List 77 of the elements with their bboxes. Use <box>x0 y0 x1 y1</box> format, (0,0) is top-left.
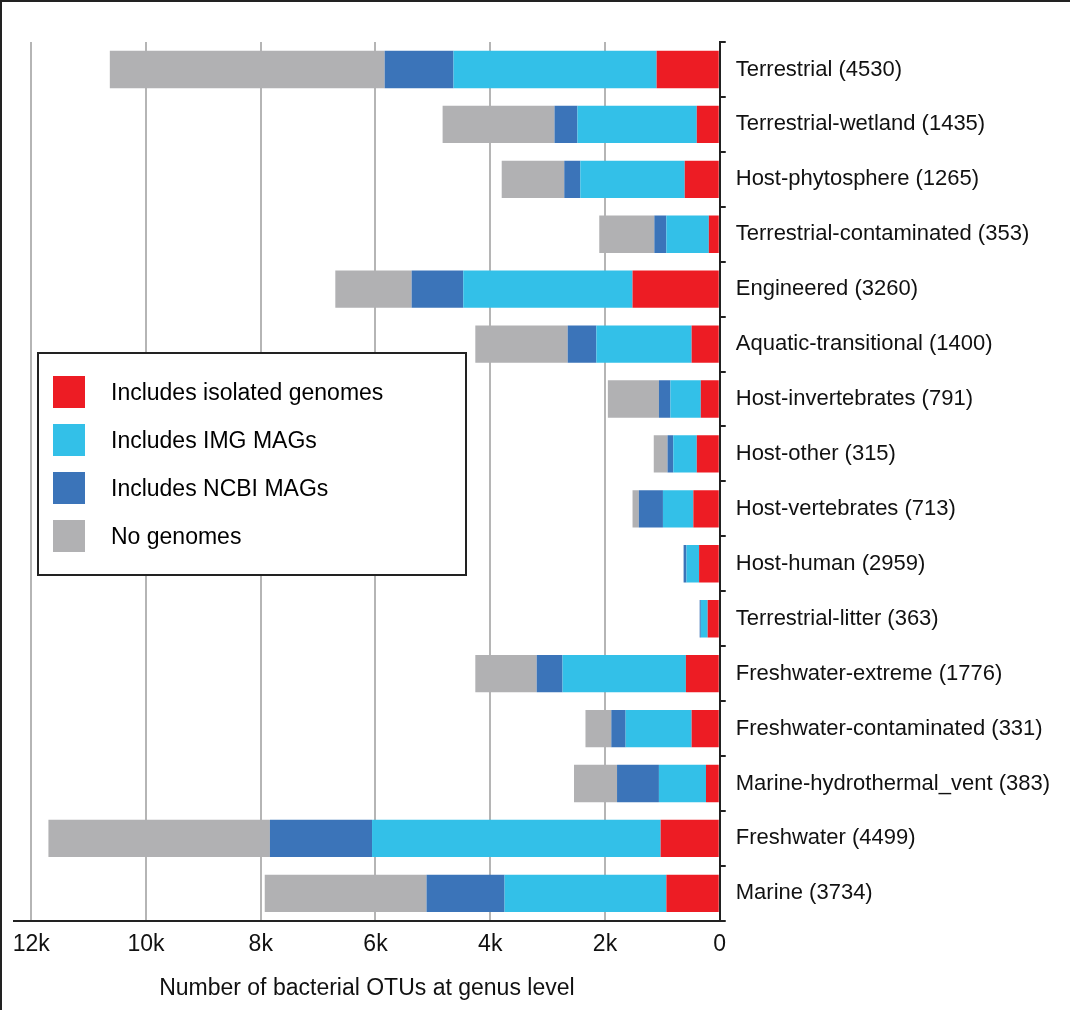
bar <box>463 270 633 308</box>
x-tick-label: 10k <box>127 929 166 956</box>
bar <box>372 819 661 858</box>
bar <box>662 490 694 528</box>
y-tick-label: Marine (3734) <box>735 879 873 905</box>
bar <box>411 270 464 308</box>
bar <box>504 874 667 913</box>
bar <box>685 654 719 693</box>
y-tick-label: Host-human (2959) <box>735 549 926 575</box>
bar <box>705 764 719 803</box>
bar <box>670 380 701 418</box>
bar <box>567 325 597 363</box>
bar <box>577 105 697 144</box>
x-tick-label: 0 <box>713 929 727 956</box>
y-tick-label: Host-other (315) <box>735 440 896 465</box>
bar <box>707 600 719 638</box>
y-tick-label: Host-vertebrates (713) <box>735 494 956 520</box>
bar <box>596 325 692 363</box>
x-tick-label: 12k <box>12 929 51 956</box>
bar <box>536 654 563 693</box>
x-tick-label: 2k <box>592 929 618 956</box>
bar <box>453 50 657 89</box>
bar <box>580 160 685 198</box>
bar <box>562 654 686 693</box>
bar <box>653 435 668 473</box>
x-tick-label: 8k <box>248 929 274 956</box>
legend-label: Includes isolated genomes <box>111 378 384 406</box>
bar <box>666 215 709 253</box>
bar <box>654 215 667 253</box>
y-tick-label: Freshwater (4499) <box>735 824 916 850</box>
y-tick-label: Aquatic-transitional (1400) <box>735 330 993 356</box>
bar <box>673 435 697 473</box>
bar <box>564 160 581 198</box>
bar <box>684 160 719 198</box>
bar <box>656 50 719 89</box>
x-tick-label: 4k <box>478 929 503 956</box>
bar <box>607 380 659 418</box>
bar <box>617 764 659 803</box>
y-tick-label: Terrestrial-wetland (1435) <box>735 110 986 136</box>
y-tick-label: Host-phytosphere (1265) <box>735 165 980 191</box>
bar <box>666 874 719 913</box>
bar <box>625 709 692 748</box>
bar <box>426 874 505 913</box>
y-tick-label: Terrestrial-litter (363) <box>735 604 939 630</box>
bar <box>384 50 454 89</box>
bar <box>686 545 700 583</box>
y-tick-label: Host-invertebrates (791) <box>735 385 973 411</box>
bar <box>693 490 719 528</box>
legend-label: No genomes <box>111 522 242 550</box>
x-tick-label: 6k <box>363 929 389 956</box>
bar <box>696 435 719 473</box>
bar <box>696 105 719 144</box>
bar <box>632 270 719 308</box>
bar <box>660 819 719 858</box>
bar <box>699 545 719 583</box>
x-axis-title: Number of bacterial OTUs at genus level <box>159 973 575 1000</box>
bar <box>269 819 373 858</box>
bar <box>638 490 663 528</box>
bar <box>611 709 626 748</box>
bar <box>632 490 639 528</box>
y-tick-label: Marine-hydrothermal_vent (383) <box>735 769 1051 795</box>
legend-label: Includes NCBI MAGs <box>111 474 329 502</box>
bar <box>691 709 719 748</box>
legend-label: Includes IMG MAGs <box>111 426 317 454</box>
bar <box>691 325 719 363</box>
bar <box>700 600 708 638</box>
y-tick-label: Freshwater-extreme (1776) <box>735 659 1003 685</box>
y-tick-label: Freshwater-contaminated (331) <box>735 714 1043 740</box>
y-tick-label: Terrestrial (4530) <box>735 55 903 81</box>
bar <box>658 380 671 418</box>
bar <box>700 380 719 418</box>
bar <box>658 764 706 803</box>
bar <box>501 160 565 198</box>
bar <box>708 215 719 253</box>
y-tick-label: Engineered (3260) <box>735 275 918 301</box>
bar <box>554 105 578 144</box>
y-tick-label: Terrestrial-contaminated (353) <box>735 220 1030 246</box>
